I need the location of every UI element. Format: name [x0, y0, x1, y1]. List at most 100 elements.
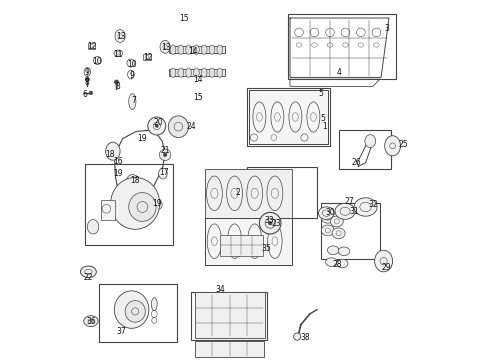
Text: 25: 25 — [398, 140, 408, 149]
Ellipse shape — [148, 117, 166, 135]
Ellipse shape — [269, 221, 272, 225]
Text: 1: 1 — [322, 122, 326, 131]
Ellipse shape — [217, 45, 222, 54]
Bar — [247, 88, 330, 146]
Ellipse shape — [338, 247, 350, 256]
Text: 8: 8 — [116, 82, 121, 91]
Ellipse shape — [209, 45, 215, 54]
Bar — [196, 341, 264, 357]
Ellipse shape — [186, 45, 192, 54]
Ellipse shape — [365, 135, 376, 148]
Text: 19: 19 — [114, 169, 123, 178]
Text: 13: 13 — [161, 43, 171, 52]
Text: 34: 34 — [215, 285, 225, 294]
Text: 35: 35 — [261, 244, 271, 253]
Ellipse shape — [318, 207, 334, 220]
Text: 9: 9 — [84, 68, 89, 77]
Bar — [339, 130, 391, 169]
Ellipse shape — [114, 291, 149, 328]
Bar — [248, 90, 328, 144]
Text: 6: 6 — [82, 90, 87, 99]
Ellipse shape — [85, 77, 90, 81]
Text: 30: 30 — [326, 208, 336, 217]
Ellipse shape — [201, 45, 207, 54]
Text: 28: 28 — [332, 260, 342, 269]
Ellipse shape — [170, 45, 176, 54]
Ellipse shape — [126, 175, 139, 189]
Text: 11: 11 — [114, 50, 123, 59]
Ellipse shape — [385, 136, 400, 156]
Text: 12: 12 — [143, 53, 152, 62]
Text: 36: 36 — [86, 317, 96, 325]
Text: 15: 15 — [194, 93, 203, 102]
Ellipse shape — [178, 45, 184, 54]
Bar — [99, 284, 176, 342]
Ellipse shape — [125, 301, 145, 322]
Ellipse shape — [94, 57, 101, 64]
Text: 12: 12 — [87, 42, 97, 51]
Text: 27: 27 — [344, 197, 354, 206]
Text: 23: 23 — [272, 219, 281, 228]
Ellipse shape — [114, 50, 122, 57]
Text: 7: 7 — [131, 96, 136, 105]
Text: 31: 31 — [349, 207, 359, 216]
Ellipse shape — [127, 59, 135, 67]
Text: 13: 13 — [116, 32, 125, 41]
Ellipse shape — [169, 116, 189, 138]
Ellipse shape — [106, 142, 120, 160]
Text: 26: 26 — [352, 158, 362, 167]
Ellipse shape — [201, 68, 207, 77]
Ellipse shape — [321, 225, 334, 236]
Ellipse shape — [123, 194, 134, 205]
Bar — [195, 292, 265, 338]
Ellipse shape — [209, 68, 215, 77]
Ellipse shape — [87, 220, 99, 234]
Ellipse shape — [259, 212, 281, 234]
Ellipse shape — [80, 266, 97, 278]
Bar — [191, 292, 267, 340]
Bar — [85, 164, 173, 245]
Ellipse shape — [129, 94, 136, 109]
Ellipse shape — [129, 193, 156, 221]
Bar — [170, 69, 225, 76]
Bar — [247, 167, 317, 218]
Ellipse shape — [337, 259, 348, 268]
Ellipse shape — [354, 198, 377, 216]
Text: 14: 14 — [194, 75, 203, 84]
Ellipse shape — [163, 153, 167, 157]
Text: 10: 10 — [93, 57, 102, 66]
Ellipse shape — [111, 177, 160, 229]
Ellipse shape — [186, 68, 192, 77]
Ellipse shape — [170, 68, 176, 77]
Bar — [88, 43, 95, 49]
Bar — [220, 235, 263, 256]
Ellipse shape — [89, 91, 93, 95]
Ellipse shape — [327, 246, 339, 255]
Ellipse shape — [160, 40, 170, 53]
Ellipse shape — [330, 216, 343, 227]
Ellipse shape — [159, 168, 167, 179]
Text: 16: 16 — [114, 157, 123, 166]
Text: 2: 2 — [235, 188, 240, 197]
Text: 22: 22 — [84, 273, 93, 282]
Text: 19: 19 — [138, 134, 147, 143]
Text: 14: 14 — [188, 47, 197, 56]
Ellipse shape — [114, 80, 119, 84]
Bar — [170, 46, 225, 53]
Text: 33: 33 — [265, 216, 274, 225]
Text: 18: 18 — [105, 150, 115, 159]
Text: 15: 15 — [179, 14, 189, 23]
Ellipse shape — [151, 298, 157, 311]
Ellipse shape — [115, 30, 125, 42]
Ellipse shape — [84, 316, 98, 327]
Text: 29: 29 — [381, 263, 391, 272]
Ellipse shape — [217, 68, 222, 77]
Ellipse shape — [321, 212, 334, 223]
Ellipse shape — [155, 125, 158, 127]
Ellipse shape — [178, 68, 184, 77]
Text: 10: 10 — [127, 60, 136, 69]
Bar — [320, 203, 380, 259]
Ellipse shape — [374, 250, 392, 272]
Ellipse shape — [151, 199, 162, 210]
Bar — [101, 200, 116, 220]
